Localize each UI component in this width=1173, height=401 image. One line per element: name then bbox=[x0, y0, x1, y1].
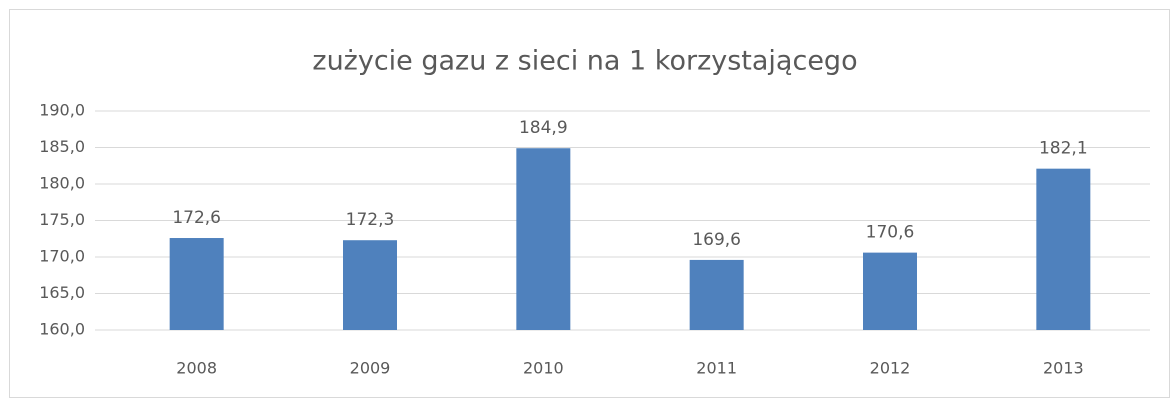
bar bbox=[1036, 168, 1091, 330]
chart-title: zużycie gazu z sieci na 1 korzystającego bbox=[312, 46, 857, 77]
y-tick-label: 190,0 bbox=[39, 101, 85, 120]
y-tick-label: 160,0 bbox=[39, 320, 85, 339]
bar bbox=[169, 238, 224, 330]
y-tick-label: 180,0 bbox=[39, 174, 85, 193]
bar bbox=[343, 240, 397, 330]
x-tick-label: 2012 bbox=[870, 359, 911, 378]
data-label: 172,3 bbox=[346, 210, 395, 230]
y-tick-label: 170,0 bbox=[39, 247, 85, 266]
data-label: 182,1 bbox=[1039, 139, 1088, 159]
data-label: 184,9 bbox=[519, 118, 568, 138]
data-label: 170,6 bbox=[866, 223, 915, 243]
bar bbox=[516, 148, 571, 330]
y-tick-label: 175,0 bbox=[39, 210, 85, 229]
x-tick-label: 2011 bbox=[696, 359, 737, 378]
bar bbox=[689, 259, 744, 330]
data-label: 169,6 bbox=[692, 230, 741, 250]
bar bbox=[863, 252, 917, 330]
x-tick-label: 2010 bbox=[523, 359, 564, 378]
y-tick-label: 165,0 bbox=[39, 283, 85, 302]
x-tick-label: 2013 bbox=[1043, 359, 1084, 378]
data-label: 172,6 bbox=[172, 208, 221, 228]
x-tick-label: 2009 bbox=[350, 359, 391, 378]
x-tick-label: 2008 bbox=[176, 359, 217, 378]
chart-border bbox=[9, 9, 1170, 398]
y-tick-label: 185,0 bbox=[39, 137, 85, 156]
